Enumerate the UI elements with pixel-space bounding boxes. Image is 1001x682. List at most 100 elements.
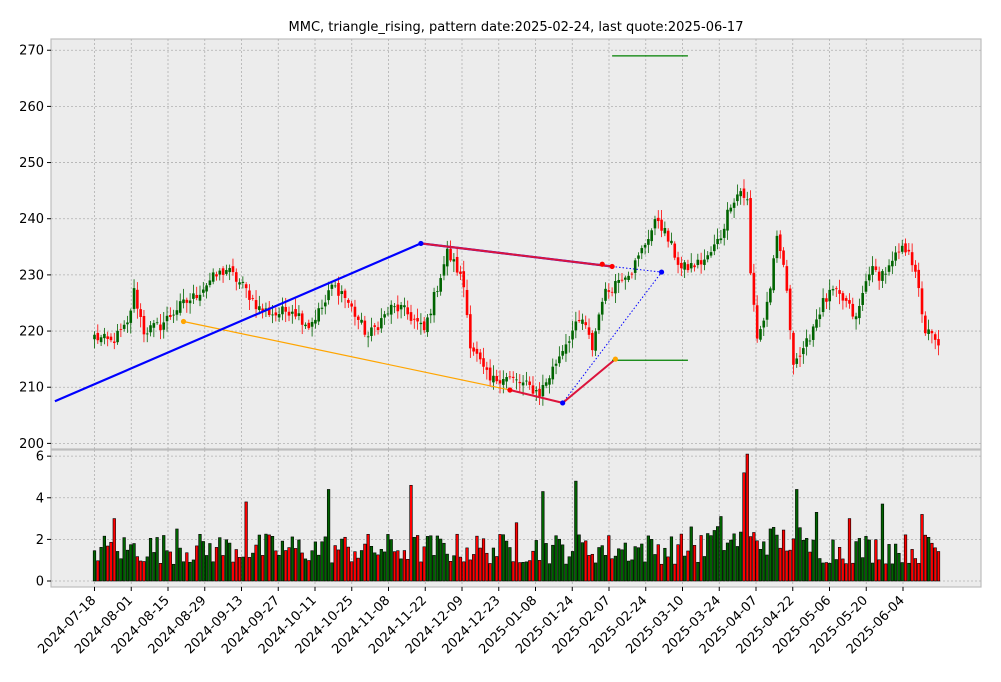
candle-body	[294, 309, 297, 317]
candle-body	[132, 288, 136, 309]
candle-body	[386, 313, 390, 315]
candle-body	[811, 326, 815, 340]
volume-bar	[564, 563, 568, 582]
candle-body	[432, 291, 436, 316]
volume-bar	[808, 551, 812, 582]
volume-bar	[485, 552, 489, 582]
volume-bar	[455, 533, 459, 582]
candle-body	[541, 385, 545, 397]
volume-bar	[841, 558, 845, 582]
volume-bar	[310, 550, 314, 582]
candle-body	[729, 207, 733, 212]
volume-bar	[270, 536, 275, 582]
candle-body	[185, 299, 189, 303]
candle-body	[353, 306, 357, 317]
candle-body	[162, 322, 166, 330]
volume-bar	[534, 540, 538, 582]
pattern-point-marker	[560, 400, 566, 406]
candle-body	[436, 291, 439, 293]
candle-body	[620, 279, 624, 281]
volume-bar	[656, 544, 660, 582]
candle-body	[172, 314, 175, 316]
candle-body	[317, 308, 320, 322]
candle-body	[502, 379, 505, 385]
candle-body	[525, 380, 528, 382]
candle-body	[834, 288, 838, 290]
volume-bar	[201, 541, 205, 582]
candle-body	[891, 260, 894, 267]
volume-bar	[765, 554, 769, 582]
candle-body	[604, 288, 607, 301]
candle-body	[327, 290, 330, 301]
volume-bar	[412, 537, 416, 582]
volume-bar	[811, 539, 815, 582]
volume-bar	[577, 534, 581, 582]
volume-bar	[716, 526, 720, 582]
candle-body	[96, 332, 100, 341]
candle-body	[871, 266, 874, 275]
candle-body	[333, 285, 337, 287]
volume-bar	[415, 535, 420, 582]
candle-body	[610, 291, 614, 293]
volume-bar	[145, 556, 149, 582]
candle-body	[205, 285, 208, 292]
candle-body	[439, 278, 442, 292]
candle-body	[670, 240, 673, 244]
candle-body	[838, 290, 841, 294]
volume-bar	[211, 561, 215, 582]
volume-bar	[570, 551, 575, 582]
volume-bar	[231, 561, 235, 582]
candle-body	[231, 266, 235, 273]
volume-bar	[913, 558, 918, 582]
candle-body	[445, 248, 449, 267]
volume-bar	[287, 547, 291, 582]
volume-bar	[356, 557, 360, 582]
volume-bar	[603, 555, 608, 582]
volume-bar	[267, 534, 271, 582]
candle-body	[182, 299, 185, 304]
volume-bar	[336, 549, 341, 582]
volume-bar	[139, 560, 143, 582]
candle-body	[373, 325, 377, 327]
volume-bar	[587, 555, 591, 582]
candle-body	[650, 230, 653, 242]
volume-bar	[439, 538, 443, 582]
volume-bar	[317, 554, 321, 582]
candle-body	[429, 313, 433, 316]
candle-body	[742, 188, 746, 198]
candle-body	[663, 227, 667, 234]
candle-body	[755, 305, 759, 339]
volume-bar	[340, 538, 344, 582]
candle-body	[169, 315, 172, 317]
candle-body	[211, 272, 215, 282]
candle-body	[749, 198, 752, 274]
volume-bar	[224, 539, 228, 582]
volume-bar	[742, 472, 746, 582]
candle-body	[459, 271, 462, 274]
volume-bar	[851, 562, 855, 582]
volume-bar	[369, 546, 374, 582]
candle-body	[505, 377, 508, 382]
volume-bar	[874, 539, 878, 582]
candle-body	[126, 322, 129, 325]
candle-body	[376, 327, 380, 331]
volume-bar	[798, 527, 802, 582]
candle-body	[472, 347, 475, 352]
volume-bar	[425, 536, 430, 582]
candle-body	[188, 300, 192, 304]
candle-body	[103, 333, 106, 339]
volume-bar	[208, 543, 212, 582]
volume-bar	[679, 533, 683, 582]
chart-title: MMC, triangle_rising, pattern date:2025-…	[289, 20, 744, 35]
candle-body	[851, 303, 855, 317]
candle-body	[287, 311, 291, 316]
volume-bar	[607, 535, 611, 582]
candle-body	[538, 388, 541, 397]
volume-bar	[294, 548, 298, 582]
volume-bar	[867, 539, 871, 582]
volume-bar	[702, 556, 707, 582]
candle-body	[304, 324, 307, 327]
volume-bar	[422, 546, 426, 582]
volume-bar	[524, 561, 528, 582]
candle-body	[597, 314, 601, 331]
